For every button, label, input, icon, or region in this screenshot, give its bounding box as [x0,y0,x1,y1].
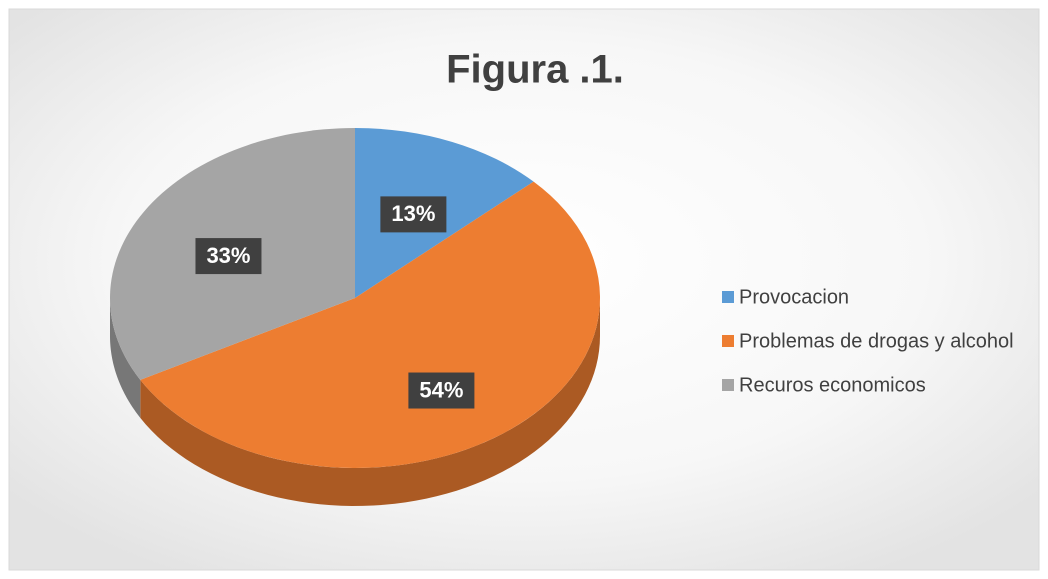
slice-side [140,298,600,506]
data-label: 54% [419,377,463,402]
legend-label: Problemas de drogas y alcohol [739,330,1014,352]
data-label: 13% [391,201,435,226]
legend-swatch [722,335,734,347]
chart-title: Figura .1. [446,48,624,92]
data-label-box [408,372,475,409]
legend-swatch [722,379,734,391]
slice [140,181,601,469]
data-label: 33% [206,243,250,268]
data-label-box [195,238,262,275]
legend-swatch [722,291,734,303]
legend-label: Provocacion [739,286,849,308]
legend-label: Recuros economicos [739,374,926,396]
slice-side [110,298,141,418]
data-label-box [380,196,447,233]
